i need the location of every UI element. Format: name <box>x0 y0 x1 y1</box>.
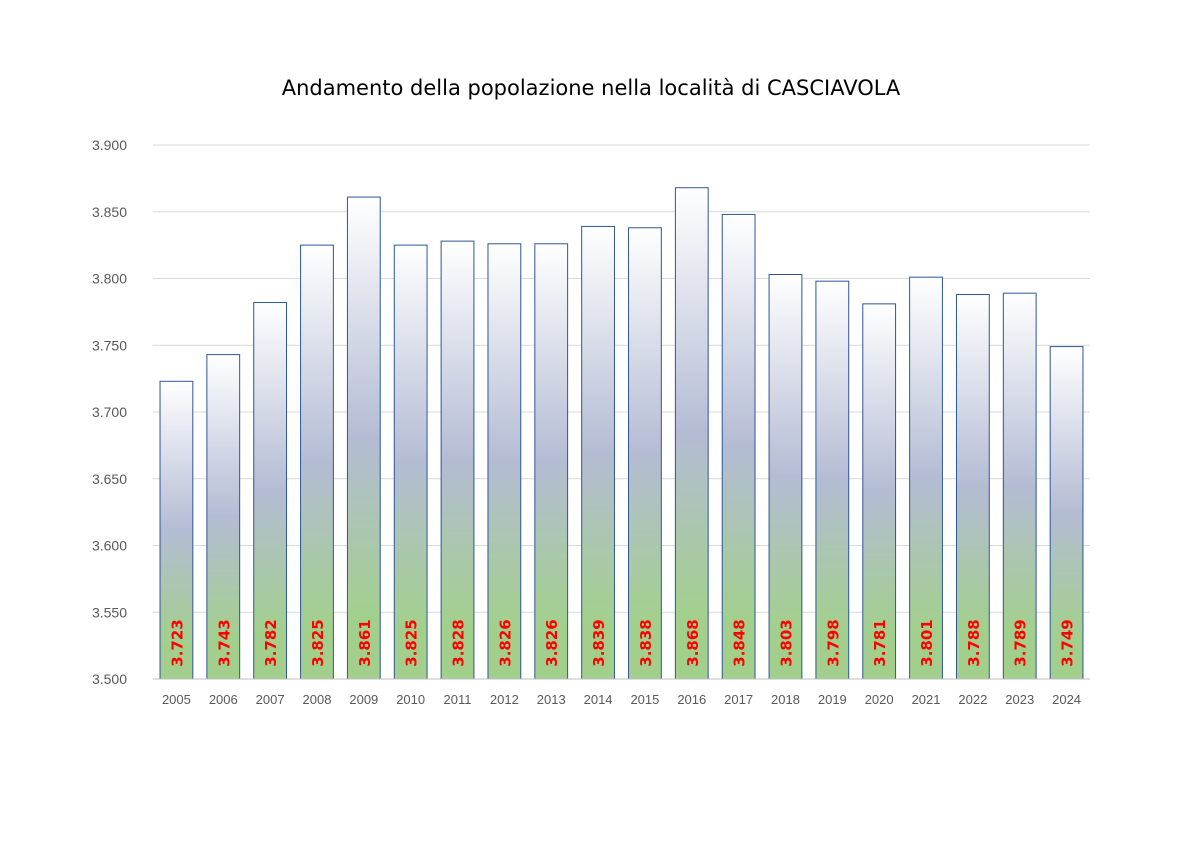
bar-2014 <box>581 225 615 680</box>
bar-2006 <box>206 354 241 680</box>
bar-2023 <box>1002 292 1037 680</box>
y-tick-label: 3.700 <box>92 404 127 420</box>
x-tick-label: 2018 <box>771 692 800 707</box>
chart-title: Andamento della popolazione nella locali… <box>281 76 901 100</box>
bar-2015 <box>628 227 662 680</box>
y-tick-label: 3.650 <box>92 471 127 487</box>
x-tick-label: 2007 <box>256 692 285 707</box>
data-label: 3.828 <box>450 619 468 666</box>
x-axis-ticks: 2005 2006 2007 2008 2009 2010 2011 2012 2013 2014… <box>162 692 1081 707</box>
x-tick-label: 2011 <box>444 692 472 707</box>
y-tick-label: 3.900 <box>92 137 127 153</box>
data-label: 3.782 <box>262 619 280 666</box>
bar-2011 <box>440 240 475 680</box>
y-tick-label: 3.500 <box>92 671 127 687</box>
x-tick-label: 2008 <box>303 692 332 707</box>
bar-2012 <box>487 243 522 680</box>
data-label: 3.868 <box>684 619 702 666</box>
bar-2024 <box>1049 346 1084 680</box>
gridlines <box>153 144 1090 613</box>
data-label: 3.861 <box>356 619 374 666</box>
x-tick-label: 2005 <box>162 692 191 707</box>
x-tick-label: 2021 <box>912 692 941 707</box>
x-tick-label: 2016 <box>677 692 706 707</box>
y-tick-label: 3.800 <box>92 271 127 287</box>
y-tick-label: 3.550 <box>92 604 127 620</box>
data-label: 3.825 <box>403 619 421 666</box>
data-label: 3.781 <box>871 619 889 666</box>
data-label: 3.826 <box>496 619 514 666</box>
x-tick-label: 2015 <box>630 692 659 707</box>
data-label: 3.723 <box>168 619 186 666</box>
data-label: 3.839 <box>590 619 608 666</box>
bar-2008 <box>300 244 334 680</box>
x-tick-label: 2022 <box>958 692 987 707</box>
bars <box>159 187 1084 680</box>
bar-2018 <box>768 273 803 680</box>
data-label: 3.838 <box>637 619 655 666</box>
bar-2009 <box>346 196 381 680</box>
x-tick-label: 2023 <box>1005 692 1034 707</box>
y-tick-label: 3.850 <box>92 204 127 220</box>
data-label: 3.749 <box>1059 619 1077 666</box>
bar-2005 <box>159 380 194 680</box>
bar-2019 <box>815 280 850 680</box>
data-label: 3.803 <box>777 619 795 666</box>
data-label: 3.788 <box>965 619 983 666</box>
data-label: 3.798 <box>824 619 842 666</box>
bar-2016 <box>674 187 709 680</box>
bar-2017 <box>721 213 756 680</box>
x-tick-label: 2006 <box>209 692 238 707</box>
x-tick-label: 2010 <box>396 692 425 707</box>
x-tick-label: 2009 <box>349 692 378 707</box>
x-tick-label: 2013 <box>537 692 566 707</box>
x-tick-label: 2014 <box>584 692 613 707</box>
data-label: 3.743 <box>215 619 233 666</box>
y-tick-label: 3.750 <box>92 337 127 353</box>
bar-2021 <box>909 276 943 680</box>
data-label: 3.801 <box>918 619 936 666</box>
bar-2020 <box>862 303 897 680</box>
bar-2007 <box>253 302 288 680</box>
data-label: 3.825 <box>309 619 327 666</box>
data-label: 3.789 <box>1012 619 1030 666</box>
data-labels: 3.723 3.743 3.782 3.825 3.861 3.825 3.828 3.826… <box>168 619 1076 666</box>
bar-2022 <box>955 294 990 680</box>
x-tick-label: 2019 <box>818 692 847 707</box>
x-tick-label: 2017 <box>724 692 753 707</box>
data-label: 3.826 <box>543 619 561 666</box>
x-tick-label: 2024 <box>1052 692 1081 707</box>
bar-2010 <box>393 244 428 680</box>
y-tick-label: 3.600 <box>92 538 127 554</box>
x-tick-label: 2020 <box>865 692 894 707</box>
data-label: 3.848 <box>731 619 749 666</box>
x-tick-label: 2012 <box>490 692 519 707</box>
bar-2013 <box>534 243 569 680</box>
y-axis-ticks: 3.500 3.550 3.600 3.650 3.700 3.750 3.800 3.850… <box>92 137 127 687</box>
